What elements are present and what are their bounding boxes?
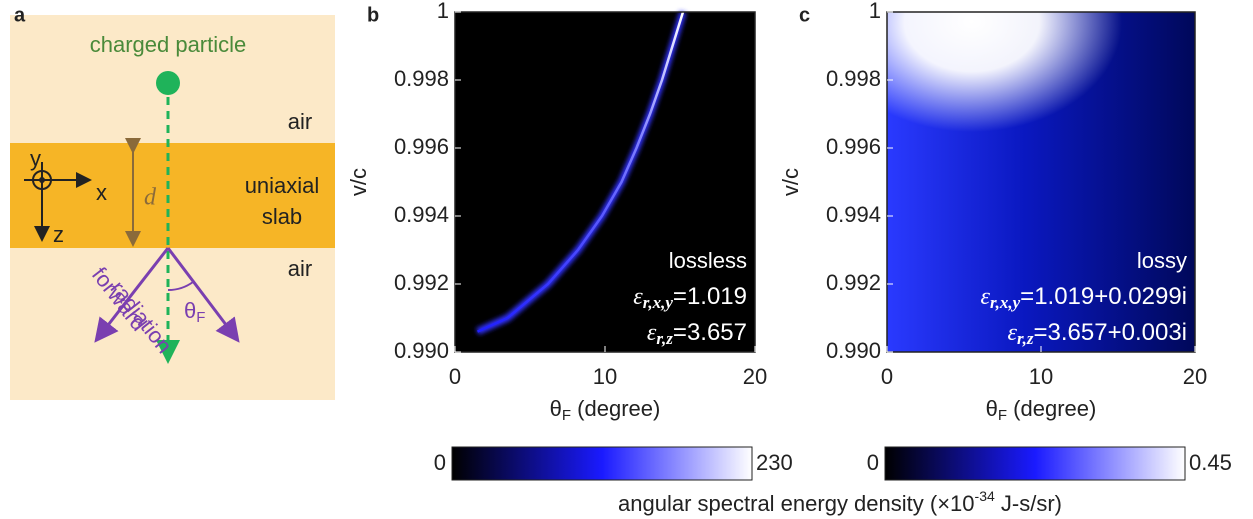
x-label-subscript: F: [562, 407, 571, 424]
x-label-symbol: θ: [550, 396, 562, 421]
x-tick-label: 20: [1183, 364, 1207, 389]
y-tick-label: 0.994: [826, 202, 881, 227]
annotation-subscript: r,z: [656, 329, 673, 348]
colorbar-min: 0: [867, 450, 879, 475]
y-tick-label: 0.990: [394, 338, 449, 363]
radiation-arrow: [94, 247, 170, 343]
angle-symbol: θ: [184, 298, 196, 323]
y-tick-label: 1: [869, 0, 881, 23]
colorbar-label-text: angular spectral energy density (×10: [618, 491, 975, 516]
thickness-label: d: [144, 185, 157, 211]
colorbar-max: 230: [756, 450, 793, 475]
annotation: εr,x,y=1.019+0.0299i: [980, 283, 1187, 312]
x-tick-label: 10: [593, 364, 617, 389]
x-axis-label: θF (degree): [550, 396, 661, 424]
colorbar-label-sup: -34: [975, 488, 995, 504]
x-tick-label: 0: [881, 364, 893, 389]
heatmap-background: [455, 12, 755, 352]
x-tick-label: 20: [743, 364, 767, 389]
annotation-value: =1.019+0.0299i: [1020, 283, 1187, 310]
x-tick-label: 0: [449, 364, 461, 389]
panel-label: b: [367, 4, 379, 26]
y-tick-label: 0.992: [394, 270, 449, 295]
x-label-symbol: θ: [986, 396, 998, 421]
colorbar: [451, 446, 753, 481]
colorbar: [884, 446, 1186, 481]
annotation: lossy: [1137, 248, 1187, 273]
bottom-medium: air: [288, 256, 312, 281]
particle-label: charged particle: [90, 32, 247, 57]
annotation-symbol: ε: [1008, 320, 1018, 346]
panel-a: a charged particle air uniaxial slab air…: [10, 4, 335, 400]
top-medium: air: [288, 109, 312, 134]
y-axis-label: v/c: [346, 168, 371, 196]
annotation: εr,x,y=1.019: [633, 283, 747, 312]
axis-x: x: [96, 180, 107, 205]
y-tick-label: 0.990: [826, 338, 881, 363]
axis-z: z: [53, 222, 64, 247]
annotation-symbol: ε: [980, 284, 990, 310]
panel-label: c: [799, 4, 810, 26]
axis-y: y: [30, 146, 41, 171]
annotation-symbol: ε: [633, 284, 643, 310]
panel-label: a: [14, 4, 26, 26]
colorbar-max: 0.45: [1189, 450, 1232, 475]
annotation-value: =3.657: [673, 319, 747, 346]
y-tick-label: 0.994: [394, 202, 449, 227]
annotation-subscript: r,x,y: [990, 293, 1021, 312]
x-tick-label: 10: [1029, 364, 1053, 389]
colorbar-label: angular spectral energy density (×10-34 …: [618, 488, 1062, 516]
particle: [156, 71, 180, 95]
y-axis-label: v/c: [778, 168, 803, 196]
x-axis-label: θF (degree): [986, 396, 1097, 424]
annotation: εr,z=3.657+0.003i: [1008, 319, 1188, 348]
angle-subscript: F: [196, 309, 205, 326]
heatmap-peak: [822, 0, 1122, 132]
y-tick-label: 0.998: [826, 66, 881, 91]
x-label-text: (degree): [1007, 396, 1096, 421]
slab-label: uniaxial: [245, 173, 320, 198]
radiation-arrow: [166, 247, 240, 343]
annotation-value: =1.019: [673, 283, 747, 310]
y-tick-label: 0.996: [394, 134, 449, 159]
annotation-subscript: r,x,y: [643, 293, 674, 312]
x-label-text: (degree): [571, 396, 660, 421]
y-tick-label: 0.996: [826, 134, 881, 159]
x-label-subscript: F: [998, 407, 1007, 424]
slab-region: [10, 143, 335, 248]
annotation: lossless: [669, 248, 747, 273]
y-tick-label: 1: [437, 0, 449, 23]
colorbar-min: 0: [434, 450, 446, 475]
y-tick-label: 0.992: [826, 270, 881, 295]
ridge: [476, 11, 685, 333]
angle-arc: [167, 281, 194, 292]
angle-label: θF: [184, 298, 205, 326]
annotation: εr,z=3.657: [647, 319, 747, 348]
annotation-subscript: r,z: [1017, 329, 1034, 348]
annotation-value: =3.657+0.003i: [1034, 319, 1187, 346]
y-tick-label: 0.998: [394, 66, 449, 91]
slab-label: slab: [262, 204, 302, 229]
annotation-symbol: ε: [647, 320, 657, 346]
colorbar-label-suffix: J-s/sr): [995, 491, 1062, 516]
